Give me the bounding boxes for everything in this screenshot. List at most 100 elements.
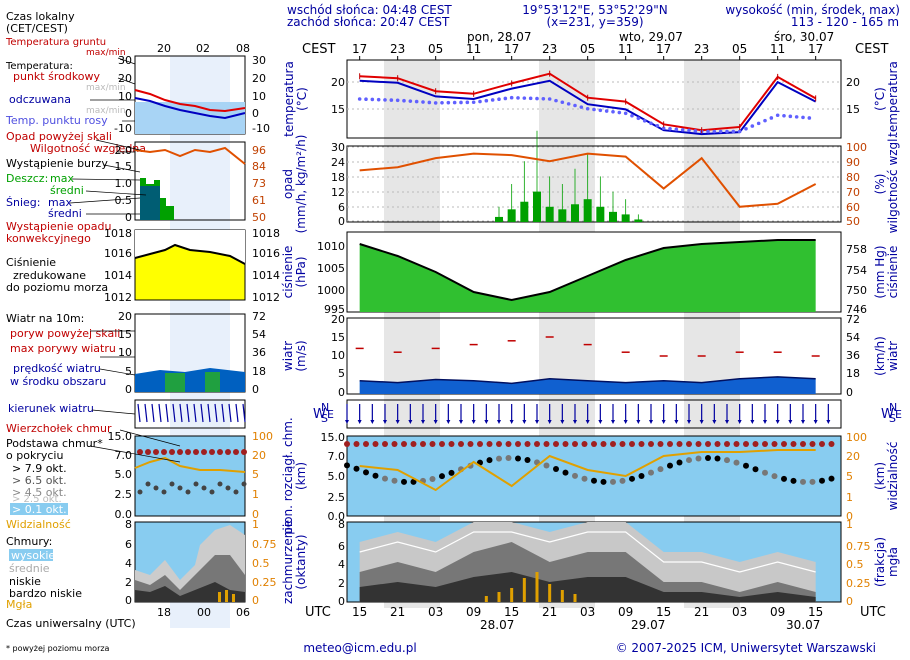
dew-point [731, 129, 736, 134]
wind-arrow-head [345, 420, 349, 424]
legend-fog-bar [232, 594, 235, 602]
dew-point [497, 97, 501, 102]
cloud-base-dot [391, 477, 398, 484]
wind-tick-label-right: 18 [846, 367, 860, 380]
cloud-base-dot [562, 469, 569, 476]
legend-wind-arrow [228, 403, 232, 423]
cloud-top-dot [477, 441, 483, 447]
dew-point [503, 96, 508, 101]
dew-point [414, 99, 419, 104]
legend-tick-label-right: 73 [252, 177, 266, 190]
legend-tick-label-right: 5 [252, 468, 259, 481]
legend-cloud-base-dot [137, 489, 143, 495]
cloud-top-dot [363, 441, 369, 447]
top-hour-label: 17 [504, 42, 519, 56]
legend-snow-bar [140, 186, 160, 220]
legend-column: Czas lokalny (CET/CEST) 20 02 08 Tempera… [5, 10, 280, 653]
dew-point [788, 114, 793, 119]
legend-tick-label: 1.0 [115, 177, 133, 190]
legend-cloud-top-dot [193, 449, 199, 455]
legend-wind-arrow [221, 403, 225, 423]
wind-tick-label: 20 [331, 313, 345, 326]
dew-point [560, 100, 565, 105]
precip-panel-frame [346, 145, 842, 223]
day-top-3: śro, 30.07 [774, 30, 834, 44]
cloud-base-dot [686, 457, 692, 464]
legend-tick-label-right: 50 [252, 211, 266, 224]
cloudbase-tick-label: 0.0 [328, 510, 346, 523]
bottom-hour-label: 09 [466, 605, 481, 619]
humidity-line [359, 152, 817, 208]
legend-tick-label-right: 0.75 [252, 538, 277, 551]
dew-point [598, 108, 603, 113]
wind-arrow-head [370, 420, 375, 424]
cloud-base-dot [591, 477, 597, 484]
dew-point [617, 110, 622, 115]
cloud-base-dot [572, 472, 578, 479]
legend-snow-mean: średni [48, 207, 82, 220]
legend-clouds-high-label: wysokie [11, 549, 55, 562]
cloud-base-dot [638, 473, 645, 480]
wind-arrow-head [649, 420, 653, 424]
cloud-top-dot [401, 441, 407, 447]
dew-point [775, 113, 780, 118]
dew-point [718, 129, 723, 134]
dew-point [630, 113, 634, 118]
wind-arrow-head [788, 420, 793, 424]
bottom-hour-label: 03 [428, 605, 443, 619]
legend-cloud-top-dot [241, 449, 247, 455]
legend-pressure-ticks: 1018 1016 1014 1012 1018 1016 1014 1012 [104, 227, 280, 304]
cloud-top-dot [372, 441, 379, 447]
bottom-hour-label: 15 [504, 605, 519, 619]
cloud-top-dot [486, 441, 493, 447]
legend-tick-label: 0 [125, 107, 132, 120]
legend-cloud-cover: o pokryciu [6, 449, 63, 462]
legend-tick-label-right: 20 [252, 72, 266, 85]
wind-arrow-head [573, 420, 577, 424]
dew-point [668, 126, 672, 131]
legend-felt-line [134, 97, 246, 120]
cloud-top-dot [714, 441, 721, 447]
wind-arrow-head [509, 420, 514, 424]
cloud-top-dot [534, 441, 540, 447]
wind-tick-label-right: 36 [846, 349, 860, 362]
legend-cloud-top-dot [225, 449, 231, 455]
wind-arrow-head [585, 420, 590, 424]
cloud-top-dot [762, 441, 768, 447]
cloud-base-dot [448, 469, 455, 476]
dew-point [446, 100, 451, 105]
legend-rain-mean: średni [50, 184, 84, 197]
bottom-hour-label: 15 [808, 605, 823, 619]
footer-email[interactable]: meteo@icm.edu.pl [303, 641, 416, 655]
pressure-tick-label: 1010 [317, 240, 345, 253]
dew-point [674, 127, 679, 132]
dew-point [579, 105, 584, 109]
cloud-base-dot [524, 457, 531, 464]
temp-tick-label-right: 15 [846, 103, 860, 116]
legend-rain-bar [166, 206, 174, 220]
legend-tick-label: 0 [125, 211, 132, 224]
legend-cloud-top-dot [145, 449, 151, 455]
main-tick-labels: 2015201530241812601009080706050101010051… [317, 76, 871, 608]
legend-tick-label-right: 54 [252, 328, 266, 341]
legend-gust: max porywy wiatru [10, 342, 116, 355]
fog-axis-title: mgła [886, 547, 900, 577]
dew-point [750, 124, 755, 128]
legend-tick-label: 2 [125, 576, 132, 589]
humidity-axis-title: wilgotność wzgl. [886, 135, 900, 234]
humidity-tick-label: 100 [846, 141, 867, 154]
cloud-top-dot [410, 441, 417, 447]
dew-point [801, 115, 805, 120]
clouds-tick-label: 2 [338, 577, 345, 590]
legend-tick-label-right: 30 [252, 54, 266, 67]
pressure-area [359, 239, 816, 312]
coords: 19°53'12"E, 53°52'29"N [522, 3, 667, 17]
cest-label-left: CEST [302, 42, 336, 57]
legend-wind-arrow [137, 403, 141, 423]
wind-tick-label-right: 54 [846, 331, 860, 344]
pressure-axis-title-right: ciśnienie [886, 246, 900, 299]
cloud-top-dot [771, 441, 778, 447]
cloud-base-dot [401, 478, 407, 485]
legend-tick-label-right: 1018 [252, 227, 280, 240]
wind-arrow-head [801, 420, 805, 424]
